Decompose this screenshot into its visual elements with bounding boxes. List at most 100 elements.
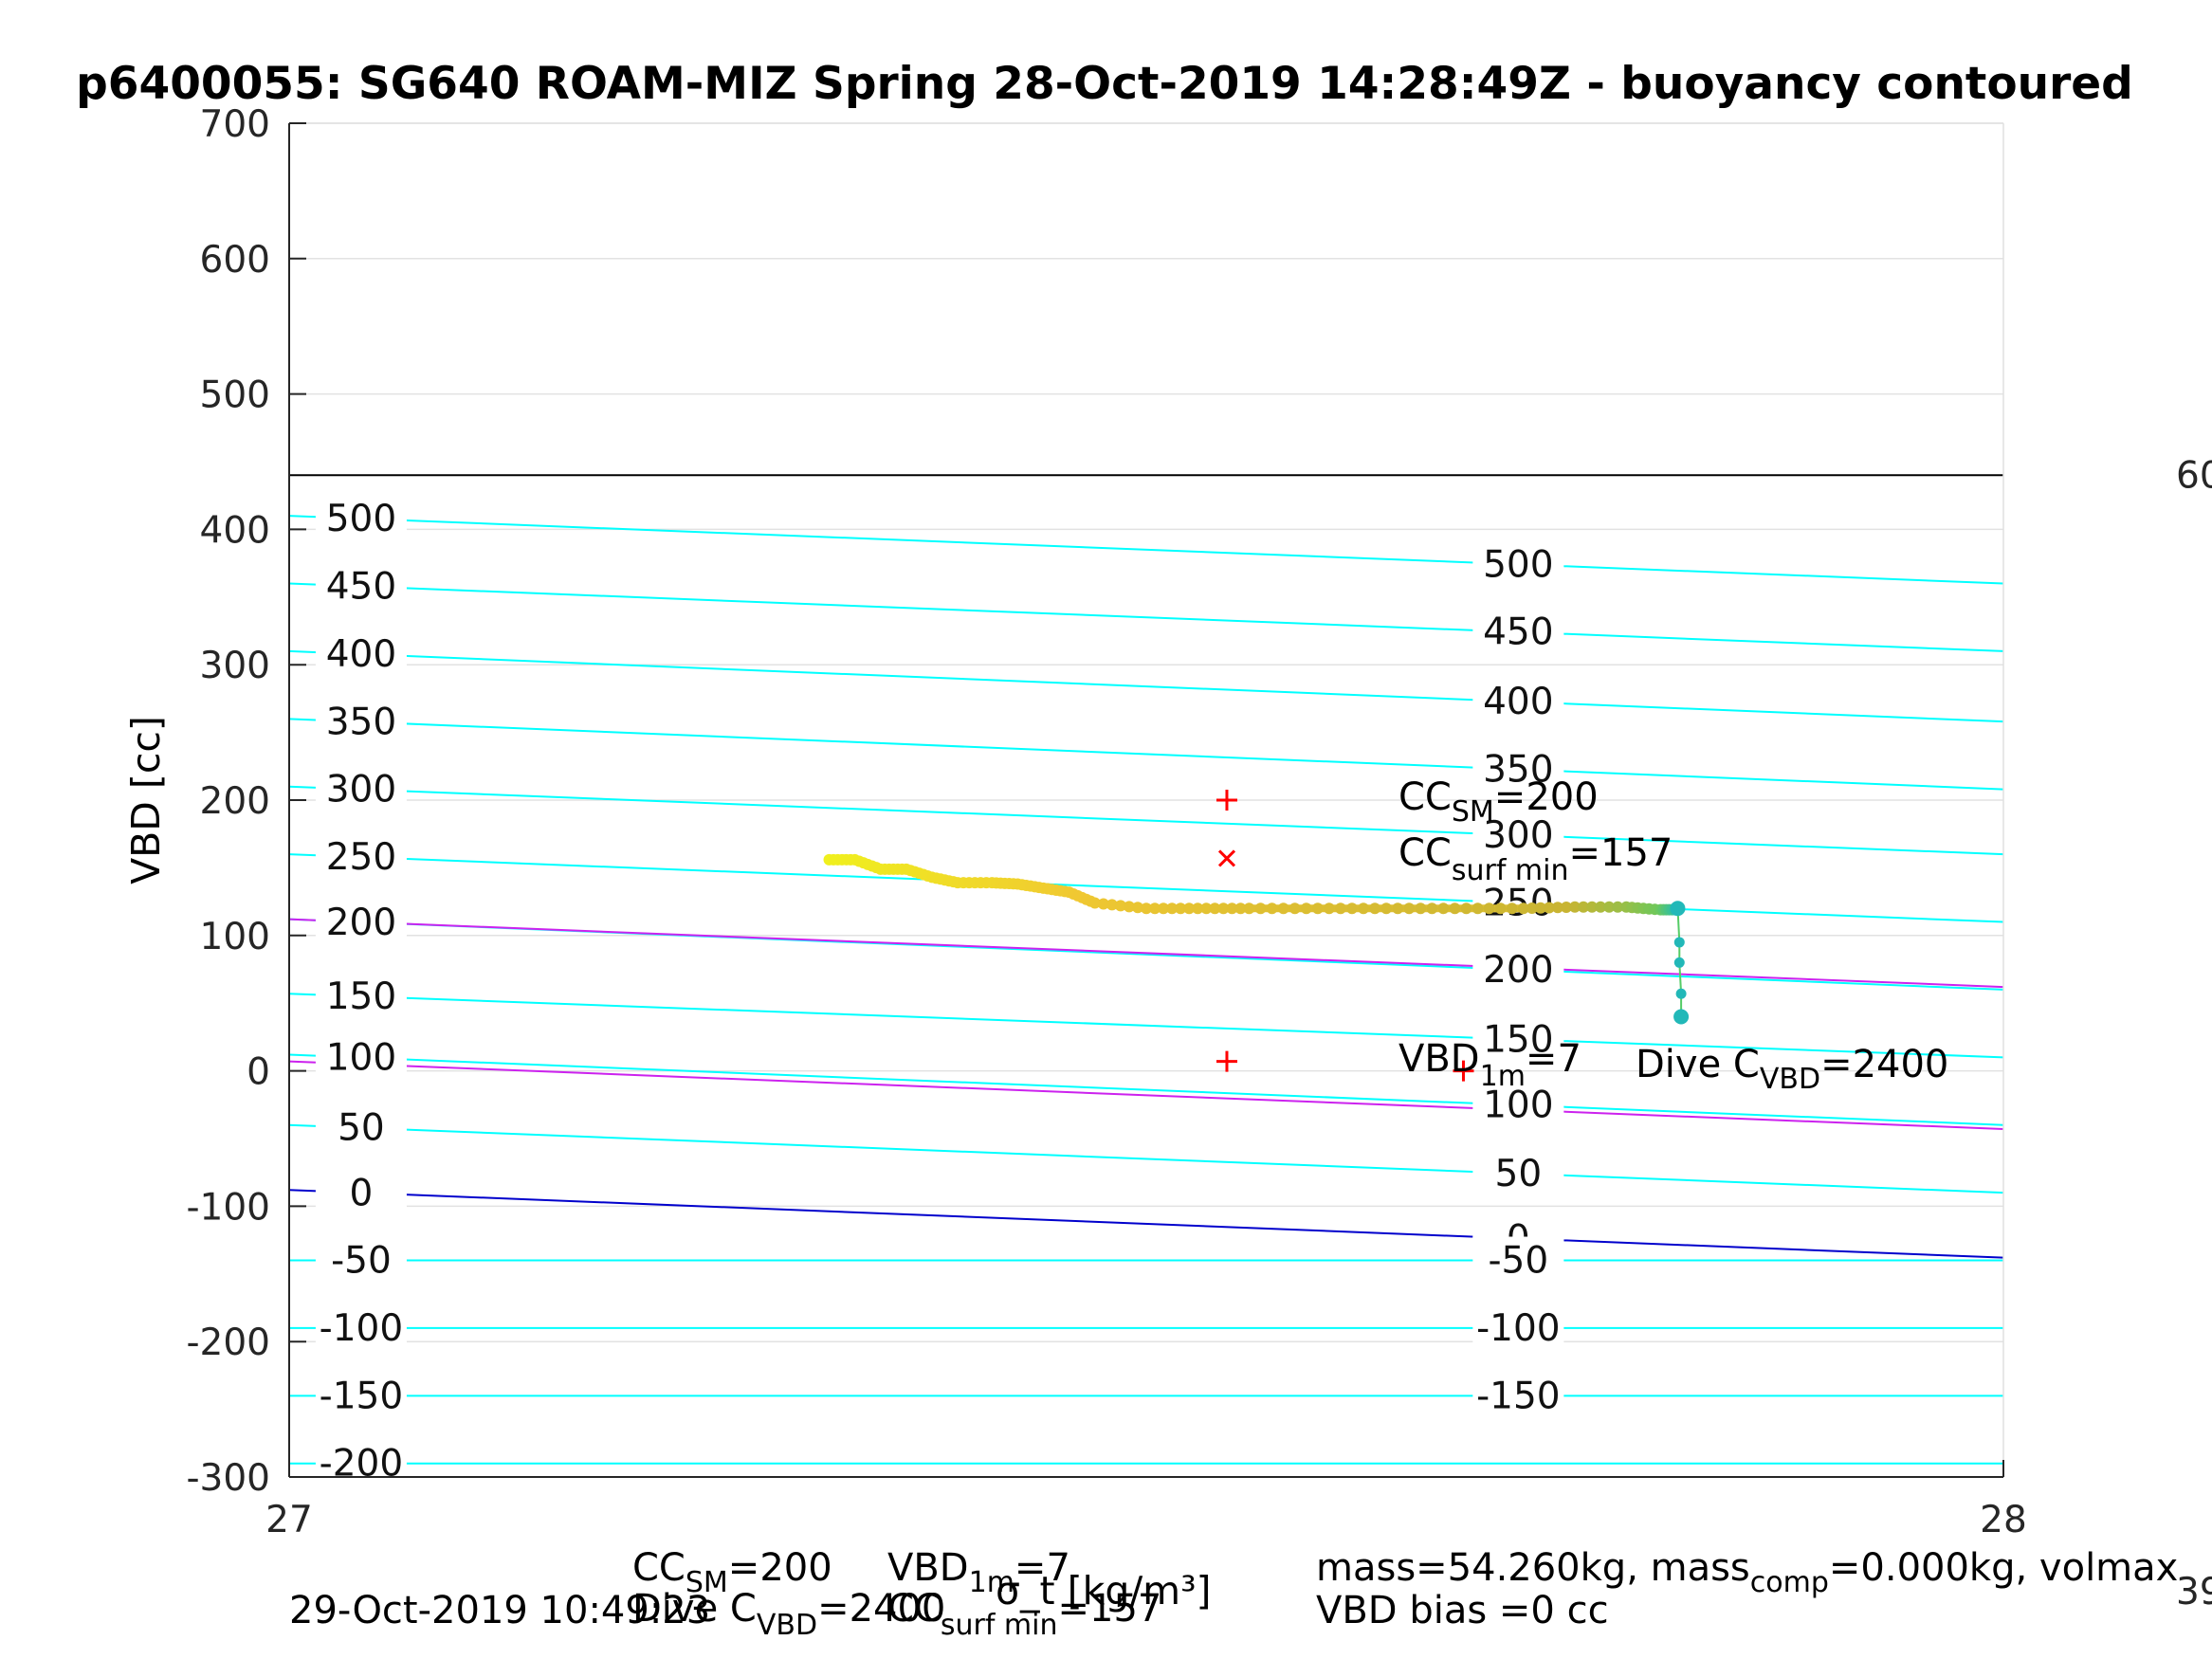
series-point — [1612, 901, 1624, 913]
contour-line-50 — [289, 1123, 2003, 1194]
contour-lines — [289, 515, 2003, 1465]
series-point — [1234, 902, 1247, 915]
contour-label-left-bg — [315, 1169, 407, 1212]
annotation-cc-surf-min: CCsurf min=157 — [1398, 831, 1673, 887]
series-point — [1334, 902, 1346, 915]
contour-line-300 — [289, 785, 2003, 856]
plus-marker — [1216, 1050, 1237, 1072]
series-point — [1209, 902, 1221, 915]
contour-label-mid: 50 — [1495, 1153, 1543, 1195]
series-point — [1323, 902, 1335, 915]
contour-label-left: 250 — [326, 836, 396, 879]
contour-label-left: 400 — [326, 633, 396, 676]
series-point — [1449, 902, 1461, 915]
series-point — [1289, 902, 1301, 915]
contour-label-mid-bg — [1472, 1236, 1564, 1279]
contour-label-mid: 300 — [1483, 814, 1553, 857]
contour-label-left-bg — [315, 1304, 407, 1346]
contour-label-left: -150 — [320, 1375, 404, 1417]
series-point — [1560, 902, 1572, 914]
contour-label-mid: 200 — [1483, 949, 1553, 992]
contour-label-left: 500 — [326, 498, 396, 540]
series-point — [1403, 902, 1416, 915]
contour-label-mid-bg — [1472, 608, 1564, 650]
contour-label-mid-bg — [1472, 811, 1564, 853]
series-point — [1254, 902, 1267, 915]
series-point — [1114, 900, 1126, 912]
series-descent-point — [1673, 957, 1685, 968]
series-point — [1369, 902, 1381, 915]
contour-label-mid: 500 — [1483, 543, 1553, 586]
y-tick-label: 400 — [200, 509, 270, 552]
contour-label-mid-bg — [1472, 1081, 1564, 1123]
series-point — [1437, 902, 1450, 915]
series-point — [1543, 902, 1555, 914]
contour-label-left-bg — [315, 698, 407, 740]
contour-label-left: 50 — [338, 1107, 385, 1150]
series-point — [1551, 902, 1563, 914]
footer-timestamp: 29-Oct-2019 10:49:23 — [289, 1589, 710, 1632]
y-tick-label: 300 — [200, 645, 270, 687]
series-descent-point — [1673, 937, 1685, 948]
plus-marker — [1453, 1060, 1474, 1082]
contour-label-left-bg — [315, 833, 407, 876]
series-point — [1494, 902, 1507, 915]
series-point — [1595, 901, 1607, 913]
contour-label-left-bg — [315, 1236, 407, 1279]
y-tick-label: 700 — [200, 103, 270, 146]
footer-vbd-bias: VBD bias =0 cc — [1316, 1589, 1609, 1632]
series-point — [1415, 902, 1427, 915]
series-point — [1578, 901, 1590, 913]
y-tick-label: -100 — [186, 1186, 270, 1229]
series-point — [1200, 902, 1213, 915]
annotation-dive-cvbd: Dive CVBD=2400 — [1636, 1043, 1948, 1096]
contour-label-left: 200 — [326, 902, 396, 944]
y-tick-label: 200 — [200, 780, 270, 823]
contour-label-mid: -150 — [1476, 1375, 1561, 1417]
series-point — [1277, 902, 1289, 915]
contour-label-mid: 350 — [1483, 749, 1553, 792]
contour-label-left-bg — [315, 765, 407, 808]
contour-label-left: 350 — [326, 701, 396, 743]
series-point — [1460, 902, 1472, 915]
contour-label-mid-bg — [1472, 1372, 1564, 1414]
series-point — [1380, 902, 1393, 915]
max-vbd-label: 60 — [2176, 454, 2212, 497]
x-ticks: 27 28 — [265, 1460, 2027, 1541]
x-tick-label: 27 — [265, 1499, 313, 1541]
series-point — [1192, 902, 1204, 915]
contour-label-mid: -100 — [1476, 1307, 1561, 1350]
contour-label-mid-bg — [1472, 945, 1564, 988]
series-point — [1311, 902, 1324, 915]
contour-labels: 500450400350300250200150100500-50-100-15… — [315, 495, 1564, 1486]
contour-label-left-bg — [315, 495, 407, 538]
series-point — [1183, 902, 1196, 915]
contour-line-250 — [289, 853, 2003, 923]
y-tick-label: -300 — [186, 1457, 270, 1500]
contour-label-mid: 400 — [1483, 681, 1553, 723]
contour-label-left: 450 — [326, 566, 396, 609]
contour-line-100 — [289, 1053, 2003, 1126]
series-point — [1266, 902, 1278, 915]
series-descent-point — [1675, 988, 1687, 999]
contour-label-left: 150 — [326, 975, 396, 1018]
series-descent-point — [1670, 901, 1686, 917]
y-grid — [289, 122, 2003, 1478]
series-point — [1517, 902, 1529, 915]
y-ticks: -300 -200 -100 0 100 200 300 400 500 600 700 — [186, 103, 306, 1500]
footer-vbd-1m: VBD1m=7 — [887, 1546, 1070, 1599]
series-point — [1392, 902, 1404, 915]
contour-label-left-bg — [315, 898, 407, 940]
contour-label-left: -100 — [320, 1307, 404, 1350]
annotation-cc-sm: CCSM=200 — [1398, 775, 1599, 829]
series-point — [1526, 902, 1538, 915]
series-point — [1472, 902, 1484, 915]
footer-dive-cvbd: Dive CVBD=2400 — [632, 1587, 945, 1642]
series-descent-point — [1673, 1009, 1690, 1025]
series-point — [1345, 902, 1358, 915]
series-point — [1300, 902, 1312, 915]
series-point — [1226, 902, 1238, 915]
y-tick-label: 500 — [200, 374, 270, 417]
y-tick-label: 100 — [200, 916, 270, 958]
series-point — [1088, 897, 1101, 909]
